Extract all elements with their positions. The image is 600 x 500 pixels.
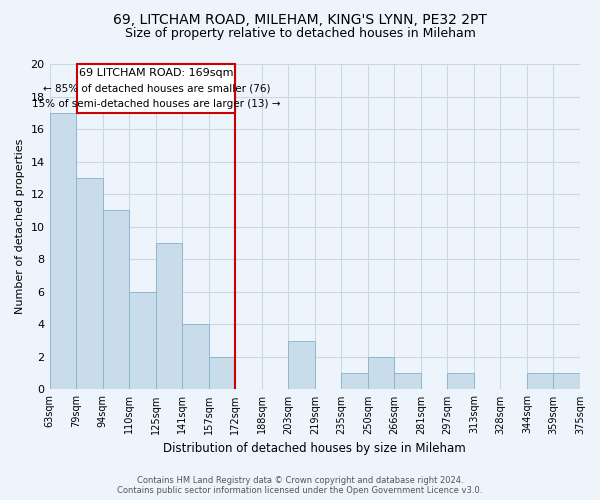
Bar: [394, 373, 421, 390]
Bar: [368, 357, 394, 390]
Y-axis label: Number of detached properties: Number of detached properties: [15, 139, 25, 314]
Bar: [129, 292, 155, 390]
Bar: [76, 178, 103, 390]
X-axis label: Distribution of detached houses by size in Mileham: Distribution of detached houses by size …: [163, 442, 466, 455]
Bar: [448, 373, 474, 390]
Text: 69 LITCHAM ROAD: 169sqm: 69 LITCHAM ROAD: 169sqm: [79, 68, 233, 78]
Bar: [341, 373, 368, 390]
Bar: [553, 373, 580, 390]
Bar: [103, 210, 129, 390]
Bar: [527, 373, 553, 390]
Text: 15% of semi-detached houses are larger (13) →: 15% of semi-detached houses are larger (…: [32, 98, 281, 108]
Text: Contains HM Land Registry data © Crown copyright and database right 2024.
Contai: Contains HM Land Registry data © Crown c…: [118, 476, 482, 495]
Text: Size of property relative to detached houses in Mileham: Size of property relative to detached ho…: [125, 28, 475, 40]
FancyBboxPatch shape: [77, 64, 235, 113]
Text: ← 85% of detached houses are smaller (76): ← 85% of detached houses are smaller (76…: [43, 84, 270, 94]
Bar: [209, 357, 235, 390]
Bar: [182, 324, 209, 390]
Text: 69, LITCHAM ROAD, MILEHAM, KING'S LYNN, PE32 2PT: 69, LITCHAM ROAD, MILEHAM, KING'S LYNN, …: [113, 12, 487, 26]
Bar: [288, 340, 315, 390]
Bar: [155, 243, 182, 390]
Bar: [50, 113, 76, 390]
